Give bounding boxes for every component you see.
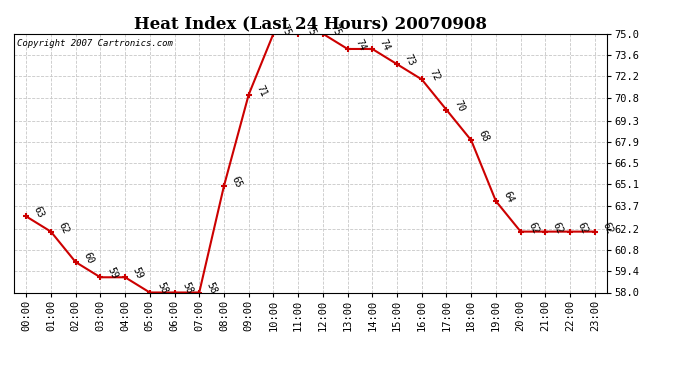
Text: 75: 75 [279, 22, 293, 37]
Text: 62: 62 [551, 220, 565, 235]
Text: 62: 62 [526, 220, 540, 235]
Text: 68: 68 [477, 129, 491, 144]
Text: 75: 75 [328, 22, 342, 37]
Text: Copyright 2007 Cartronics.com: Copyright 2007 Cartronics.com [17, 39, 172, 48]
Text: 71: 71 [254, 83, 268, 98]
Text: 62: 62 [575, 220, 590, 235]
Title: Heat Index (Last 24 Hours) 20070908: Heat Index (Last 24 Hours) 20070908 [134, 15, 487, 32]
Text: 74: 74 [353, 38, 367, 52]
Text: 59: 59 [130, 266, 145, 280]
Text: 73: 73 [402, 53, 417, 68]
Text: 70: 70 [452, 98, 466, 113]
Text: 58: 58 [205, 281, 219, 296]
Text: 60: 60 [81, 251, 95, 266]
Text: 62: 62 [600, 220, 614, 235]
Text: 59: 59 [106, 266, 120, 280]
Text: 65: 65 [230, 174, 244, 189]
Text: 74: 74 [378, 38, 392, 52]
Text: 72: 72 [427, 68, 442, 83]
Text: 63: 63 [32, 205, 46, 220]
Text: 62: 62 [57, 220, 70, 235]
Text: 58: 58 [180, 281, 194, 296]
Text: 75: 75 [304, 22, 317, 37]
Text: 64: 64 [502, 190, 515, 205]
Text: 58: 58 [155, 281, 169, 296]
